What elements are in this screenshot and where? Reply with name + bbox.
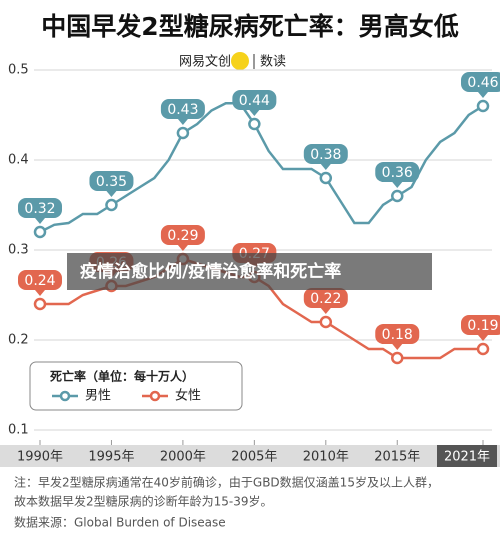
point [391,189,404,203]
value-label-pointer [177,245,188,251]
point [105,198,118,212]
value-label-box [375,324,420,344]
legend-swatch-marker [149,390,161,402]
value-label-pointer [35,218,45,224]
value-label-text: 0.18 [382,327,413,343]
point [319,171,333,185]
value-label-box [303,288,348,308]
value-label: 0.35 [89,171,134,197]
overlay-banner [67,253,432,290]
value-label-box [160,225,205,245]
x-tick-label: 1990年 [17,450,63,465]
value-label-box [18,198,62,218]
point [176,126,190,140]
y-tick-label: 0.5 [8,63,29,78]
value-label: 0.22 [303,288,348,314]
y-tick-label: 0.2 [8,333,29,348]
point [248,117,261,131]
x-tick-label: 2015年 [374,450,420,465]
value-label-pointer [249,110,260,116]
point [391,351,404,365]
value-label-text: 0.36 [382,165,413,181]
value-label-pointer [177,119,188,125]
x-tick-label: 2005年 [231,450,277,465]
legend-label: 男性 [85,389,111,404]
value-label-pointer [35,290,45,296]
value-label: 0.24 [18,270,62,296]
value-label: 0.32 [18,198,62,224]
y-tick-label: 0.1 [8,423,29,438]
value-label-text: 0.35 [96,174,127,190]
x-tick-label: 2010年 [303,450,349,465]
value-label-pointer [392,344,403,350]
value-label: 0.19 [461,315,500,341]
value-label: 0.46 [461,72,500,98]
value-label-text: 0.32 [24,201,55,217]
point [33,225,47,239]
value-label-pointer [106,191,117,197]
overlay-text: 疫情治愈比例/疫情治愈率和死亡率 [80,261,341,282]
value-label: 0.29 [160,225,205,251]
y-tick-label: 0.3 [8,243,29,258]
legend-label: 女性 [175,388,201,404]
x-tick-label: 2000年 [160,450,206,465]
source: 数据来源：Global Burden of Disease [14,515,226,530]
brand: 数读 [260,55,286,70]
brand-logo [231,52,249,70]
value-label: 0.38 [303,144,348,170]
value-label-box [89,171,134,191]
legend [29,361,243,411]
value-label-text: 0.46 [467,75,498,91]
note: 故本数据早发2型糖尿病的诊断年龄为15-39岁。 [14,494,273,509]
value-label-box [232,90,277,110]
value-label-pointer [478,92,488,98]
value-label-text: 0.29 [167,228,198,244]
x-tick-highlight [437,445,497,467]
point [33,297,47,311]
value-label-box [18,270,62,290]
value-label-text: 0.43 [167,102,198,118]
value-label-text: 0.22 [310,291,341,307]
point [476,99,490,113]
value-label-pointer [320,308,331,314]
point [319,315,333,329]
chart-title: 中国早发2型糖尿病死亡率：男高女低 [41,12,458,41]
value-label: 0.18 [375,324,420,350]
value-label-box [303,144,348,164]
x-tick-label: 2021年 [444,450,490,465]
y-tick-label: 0.4 [8,153,29,168]
value-label-text: 0.24 [24,273,55,289]
value-label-box [375,162,420,182]
brand: 网易文创 [179,55,231,70]
value-label-box [461,72,500,92]
value-label-text: 0.38 [310,147,341,163]
value-label: 0.43 [160,99,205,125]
x-axis-band [0,445,500,467]
value-label-box [160,99,205,119]
value-label-text: 0.19 [467,318,498,334]
legend-title: 死亡率（单位：每十万人） [50,369,194,384]
note: 注：早发2型糖尿病通常在40岁前确诊，由于GBD数据仅涵盖15岁及以上人群， [14,475,439,490]
x-tick-label: 1995年 [88,450,134,465]
value-label-pointer [320,164,331,170]
value-label-box [461,315,500,335]
point [476,342,490,356]
value-label-text: 0.44 [239,93,270,109]
value-label: 0.36 [375,162,420,188]
value-label-pointer [392,182,403,188]
value-label: 0.44 [232,90,277,116]
legend-swatch-marker [59,390,71,402]
value-label-pointer [478,335,488,341]
